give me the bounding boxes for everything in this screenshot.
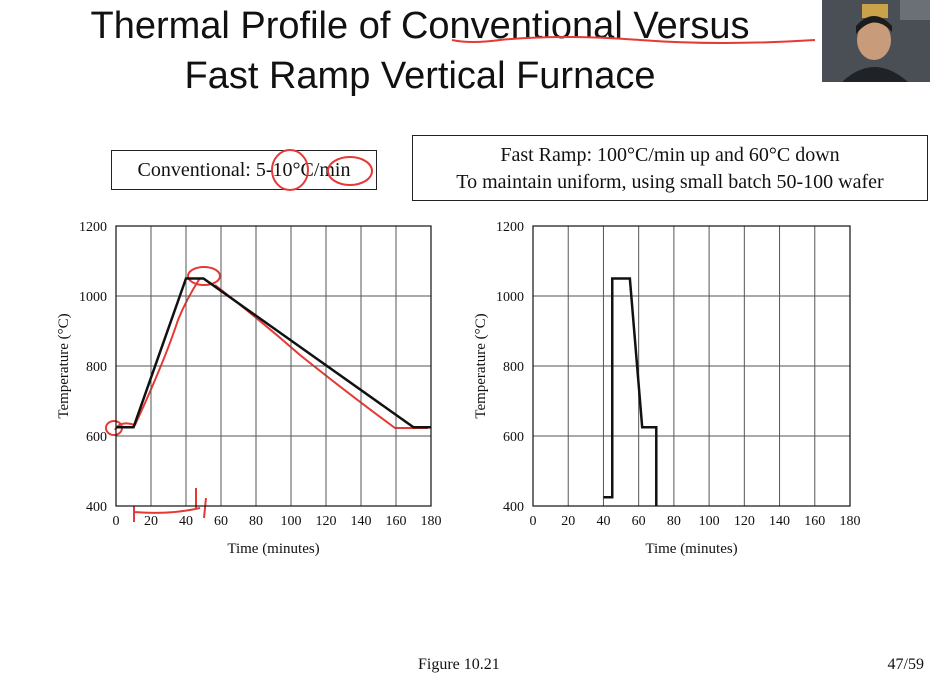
x-tick-label: 160	[804, 514, 825, 529]
x-tick-label: 60	[632, 514, 646, 529]
x-tick-label: 140	[351, 514, 372, 529]
y-tick-label: 1200	[79, 220, 107, 235]
x-axis-label: Time (minutes)	[227, 541, 319, 557]
x-tick-label: 60	[214, 514, 228, 529]
y-axis-label: Temperature (°C)	[473, 313, 489, 418]
x-tick-label: 180	[840, 514, 861, 529]
y-tick-label: 800	[503, 360, 524, 375]
x-tick-label: 20	[561, 514, 575, 529]
fast-ramp-line-1: Fast Ramp: 100°C/min up and 60°C down	[500, 144, 840, 166]
x-tick-label: 140	[769, 514, 790, 529]
temperature-profile-line	[603, 277, 658, 506]
page-number: 47/59	[887, 656, 924, 673]
presenter-webcam	[822, 0, 930, 82]
y-tick-label: 400	[503, 500, 524, 515]
y-tick-label: 1000	[496, 290, 524, 305]
y-tick-label: 800	[86, 360, 107, 375]
x-tick-label: 100	[281, 514, 302, 529]
x-tick-label: 80	[667, 514, 681, 529]
fast-ramp-box: Fast Ramp: 100°C/min up and 60°C down To…	[412, 135, 928, 201]
temperature-profile-line	[116, 277, 431, 429]
presenter-video-icon	[822, 0, 930, 82]
x-tick-label: 100	[699, 514, 720, 529]
y-tick-label: 600	[86, 430, 107, 445]
x-tick-label: 80	[249, 514, 263, 529]
y-axis-label: Temperature (°C)	[56, 313, 72, 418]
x-tick-label: 20	[144, 514, 158, 529]
x-axis-label: Time (minutes)	[645, 541, 737, 557]
x-tick-label: 40	[596, 514, 610, 529]
figure-caption: Figure 10.21	[418, 656, 500, 673]
x-tick-label: 0	[530, 514, 537, 529]
fast-ramp-line-2: To maintain uniform, using small batch 5…	[456, 171, 884, 193]
chart-2-grid	[532, 225, 851, 507]
x-tick-label: 40	[179, 514, 193, 529]
y-tick-label: 1000	[79, 290, 107, 305]
y-tick-label: 400	[86, 500, 107, 515]
x-tick-label: 120	[734, 514, 755, 529]
y-tick-label: 1200	[496, 220, 524, 235]
x-tick-label: 160	[386, 514, 407, 529]
x-tick-label: 120	[316, 514, 337, 529]
plot-frame	[532, 225, 851, 507]
y-tick-label: 600	[503, 430, 524, 445]
slide-title-line-2: Fast Ramp Vertical Furnace	[184, 55, 656, 97]
plot-frame	[115, 225, 432, 507]
x-tick-label: 0	[113, 514, 120, 529]
x-tick-label: 180	[421, 514, 442, 529]
